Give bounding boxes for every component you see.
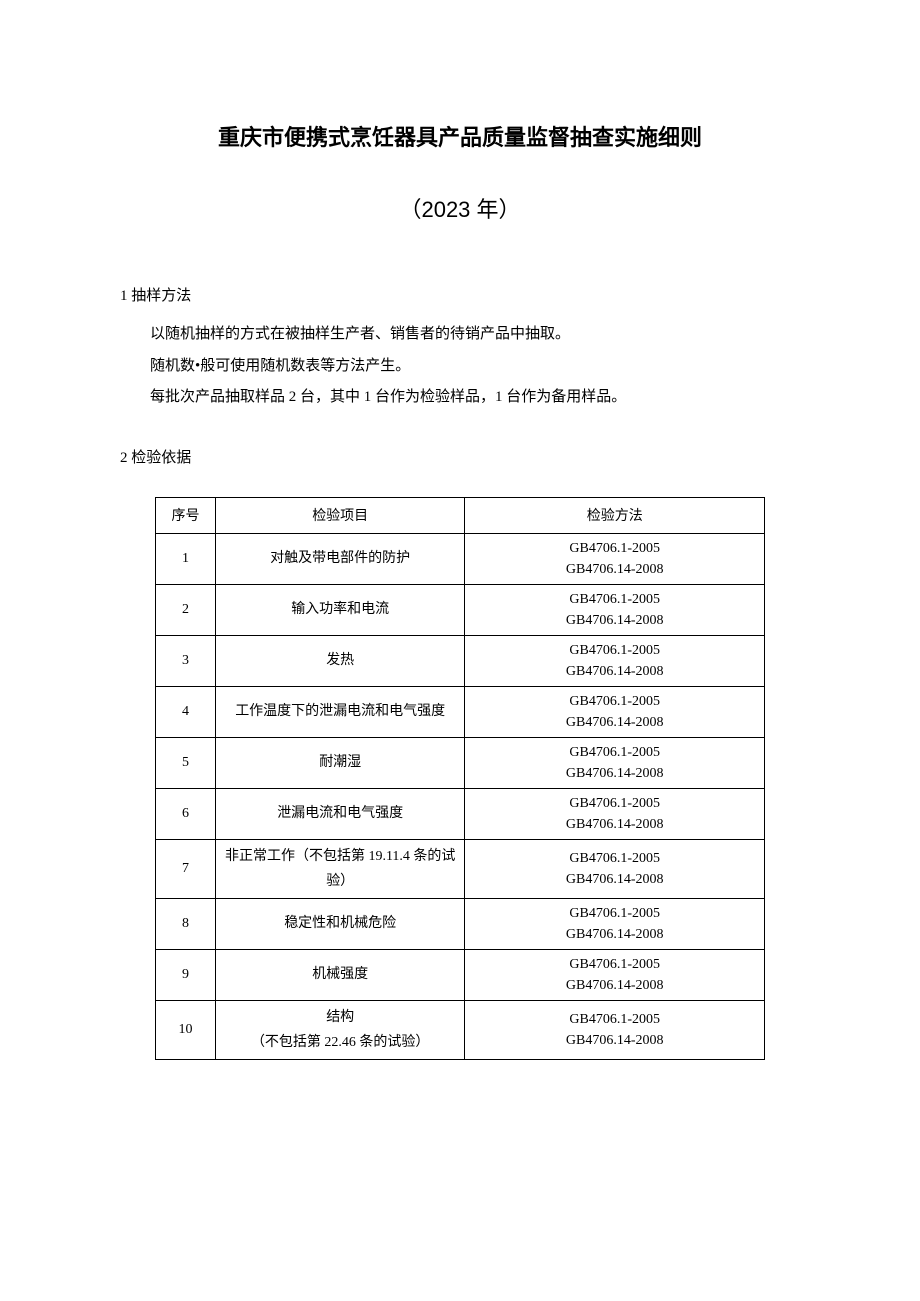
cell-item: 输入功率和电流: [215, 584, 465, 635]
cell-method: GB4706.1-2005 GB4706.14-2008: [465, 686, 765, 737]
cell-item: 耐潮湿: [215, 737, 465, 788]
method-line-2: GB4706.14-2008: [471, 869, 758, 890]
header-method: 检验方法: [465, 497, 765, 533]
cell-item: 工作温度下的泄漏电流和电气强度: [215, 686, 465, 737]
method-line-2: GB4706.14-2008: [471, 924, 758, 945]
method-line-2: GB4706.14-2008: [471, 661, 758, 682]
method-line-1: GB4706.1-2005: [471, 793, 758, 814]
method-line-1: GB4706.1-2005: [471, 640, 758, 661]
table-row: 8 稳定性和机械危险 GB4706.1-2005 GB4706.14-2008: [156, 898, 765, 949]
cell-item: 泄漏电流和电气强度: [215, 788, 465, 839]
table-row: 9 机械强度 GB4706.1-2005 GB4706.14-2008: [156, 949, 765, 1000]
cell-method: GB4706.1-2005 GB4706.14-2008: [465, 635, 765, 686]
cell-seq: 1: [156, 533, 216, 584]
cell-method: GB4706.1-2005 GB4706.14-2008: [465, 584, 765, 635]
inspection-table: 序号 检验项目 检验方法 1 对触及带电部件的防护 GB4706.1-2005 …: [155, 497, 765, 1061]
section-1-p1: 以随机抽样的方式在被抽样生产者、销售者的待销产品中抽取。: [120, 319, 800, 351]
cell-seq: 10: [156, 1000, 216, 1059]
method-line-2: GB4706.14-2008: [471, 814, 758, 835]
cell-method: GB4706.1-2005 GB4706.14-2008: [465, 949, 765, 1000]
cell-seq: 4: [156, 686, 216, 737]
cell-seq: 5: [156, 737, 216, 788]
method-line-1: GB4706.1-2005: [471, 954, 758, 975]
cell-item: 机械强度: [215, 949, 465, 1000]
cell-item: 对触及带电部件的防护: [215, 533, 465, 584]
cell-item: 非正常工作（不包括第 19.11.4 条的试验）: [215, 839, 465, 898]
cell-item: 结构 （不包括第 22.46 条的试验）: [215, 1000, 465, 1059]
cell-item: 稳定性和机械危险: [215, 898, 465, 949]
method-line-2: GB4706.14-2008: [471, 712, 758, 733]
table-row: 1 对触及带电部件的防护 GB4706.1-2005 GB4706.14-200…: [156, 533, 765, 584]
method-line-2: GB4706.14-2008: [471, 763, 758, 784]
table-row: 10 结构 （不包括第 22.46 条的试验） GB4706.1-2005 GB…: [156, 1000, 765, 1059]
method-line-1: GB4706.1-2005: [471, 742, 758, 763]
cell-seq: 6: [156, 788, 216, 839]
table-row: 5 耐潮湿 GB4706.1-2005 GB4706.14-2008: [156, 737, 765, 788]
cell-method: GB4706.1-2005 GB4706.14-2008: [465, 1000, 765, 1059]
cell-seq: 8: [156, 898, 216, 949]
table-row: 6 泄漏电流和电气强度 GB4706.1-2005 GB4706.14-2008: [156, 788, 765, 839]
cell-method: GB4706.1-2005 GB4706.14-2008: [465, 898, 765, 949]
cell-method: GB4706.1-2005 GB4706.14-2008: [465, 839, 765, 898]
method-line-2: GB4706.14-2008: [471, 1030, 758, 1051]
cell-item-line-1: 结构: [222, 1005, 459, 1030]
table-row: 4 工作温度下的泄漏电流和电气强度 GB4706.1-2005 GB4706.1…: [156, 686, 765, 737]
section-1-p2: 随机数•般可使用随机数表等方法产生。: [120, 351, 800, 383]
method-line-1: GB4706.1-2005: [471, 589, 758, 610]
cell-seq: 3: [156, 635, 216, 686]
cell-method: GB4706.1-2005 GB4706.14-2008: [465, 737, 765, 788]
section-1-heading: 1 抽样方法: [120, 284, 800, 305]
table-row: 7 非正常工作（不包括第 19.11.4 条的试验） GB4706.1-2005…: [156, 839, 765, 898]
method-line-1: GB4706.1-2005: [471, 903, 758, 924]
section-1-p3: 每批次产品抽取样品 2 台，其中 1 台作为检验样品，1 台作为备用样品。: [120, 382, 800, 414]
method-line-1: GB4706.1-2005: [471, 1009, 758, 1030]
cell-method: GB4706.1-2005 GB4706.14-2008: [465, 788, 765, 839]
method-line-2: GB4706.14-2008: [471, 559, 758, 580]
header-seq: 序号: [156, 497, 216, 533]
method-line-1: GB4706.1-2005: [471, 538, 758, 559]
header-item: 检验项目: [215, 497, 465, 533]
method-line-1: GB4706.1-2005: [471, 691, 758, 712]
document-title: 重庆市便携式烹饪器具产品质量监督抽查实施细则: [120, 120, 800, 152]
cell-seq: 2: [156, 584, 216, 635]
method-line-2: GB4706.14-2008: [471, 610, 758, 631]
cell-item-line-2: （不包括第 22.46 条的试验）: [222, 1030, 459, 1055]
section-sampling-method: 1 抽样方法 以随机抽样的方式在被抽样生产者、销售者的待销产品中抽取。 随机数•…: [120, 284, 800, 414]
table-row: 2 输入功率和电流 GB4706.1-2005 GB4706.14-2008: [156, 584, 765, 635]
method-line-2: GB4706.14-2008: [471, 975, 758, 996]
document-subtitle: （2023 年）: [120, 192, 800, 224]
cell-method: GB4706.1-2005 GB4706.14-2008: [465, 533, 765, 584]
cell-seq: 9: [156, 949, 216, 1000]
section-2-heading: 2 检验依据: [120, 446, 800, 467]
table-header-row: 序号 检验项目 检验方法: [156, 497, 765, 533]
cell-item: 发热: [215, 635, 465, 686]
cell-seq: 7: [156, 839, 216, 898]
table-row: 3 发热 GB4706.1-2005 GB4706.14-2008: [156, 635, 765, 686]
method-line-1: GB4706.1-2005: [471, 848, 758, 869]
